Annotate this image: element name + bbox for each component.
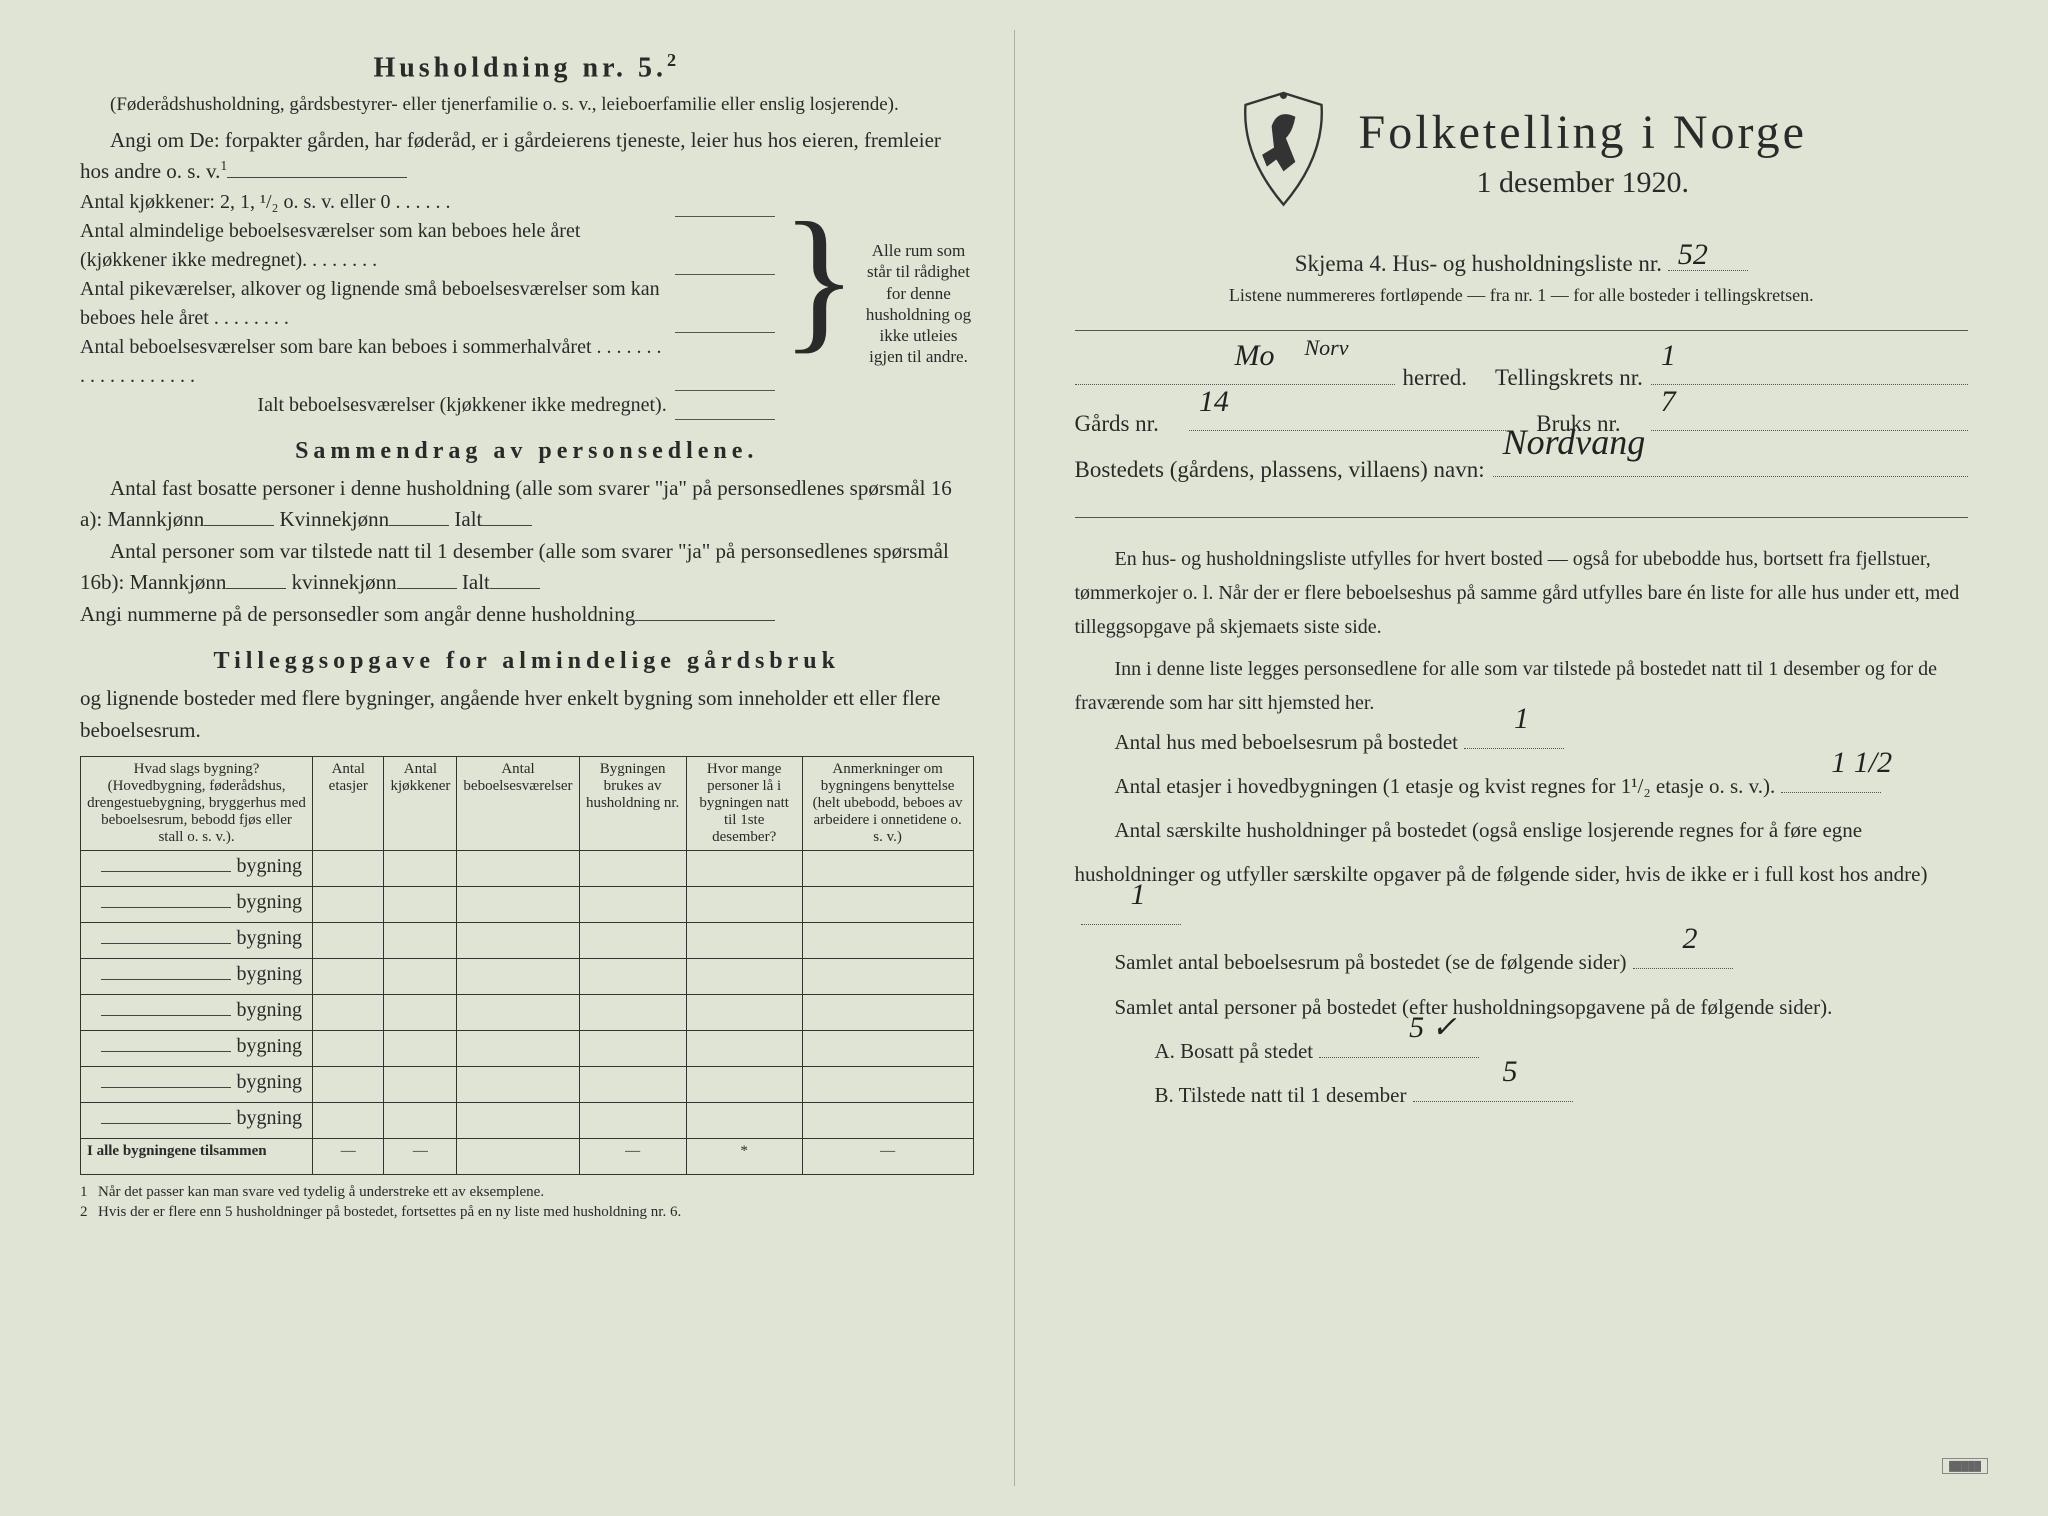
q5: Samlet antal personer på bostedet (efter… [1075,985,1969,1029]
ialt-line: Ialt beboelsesværelser (kjøkkener ikke m… [80,391,667,420]
listene-note: Listene nummereres fortløpende — fra nr.… [1075,285,1969,306]
q3: Antal særskilte husholdninger på bostede… [1075,808,1969,940]
th: Antal beboelsesværelser [457,757,579,851]
rooms-block: Antal kjøkkener: 2, 1, ¹/₂ o. s. v. elle… [80,188,974,420]
right-page: Folketelling i Norge 1 desember 1920. Sk… [1015,30,2009,1486]
skjema-line: Skjema 4. Hus- og husholdningsliste nr. … [1075,251,1969,277]
sammendrag-p2: Antal personer som var tilstede natt til… [80,536,974,599]
angi-nummerne: Angi nummerne på de personsedler som ang… [80,599,974,631]
th: Anmerkninger om bygningens benyttelse (h… [802,757,973,851]
brace-note: Alle rum som står til rådighet for denne… [864,188,974,420]
footnotes: 1Når det passer kan man svare ved tydeli… [80,1183,974,1222]
table-row: bygning [81,1067,974,1103]
tillegg-sub: og lignende bosteder med flere bygninger… [80,683,974,746]
q4: Samlet antal beboelsesrum på bostedet (s… [1075,940,1969,984]
th: Hvad slags bygning? (Hovedbygning, føder… [81,757,313,851]
th: Hvor mange personer lå i bygningen natt … [686,757,802,851]
qA: A. Bosatt på stedet5 ✓ [1075,1029,1969,1073]
table-row: bygning [81,1103,974,1139]
table-row: bygning [81,923,974,959]
buildings-table: Hvad slags bygning? (Hovedbygning, føder… [80,756,974,1175]
left-page: Husholdning nr. 5.2 (Føderådshusholdning… [40,30,1015,1486]
th: Antal kjøkkener [384,757,457,851]
qB: B. Tilstede natt til 1 desember5 [1075,1073,1969,1117]
bosted-line: Bostedets (gårdens, plassens, villaens) … [1075,447,1969,493]
table-row: bygning [81,851,974,887]
sammendrag-p1: Antal fast bosatte personer i denne hush… [80,473,974,536]
husholdning-subtext: (Føderådshusholdning, gårdsbestyrer- ell… [80,92,974,119]
skjema-nr: 52 [1678,238,1708,272]
table-row: bygning [81,1031,974,1067]
th: Bygningen brukes av husholdning nr. [579,757,686,851]
main-title: Folketelling i Norge [1359,105,1807,160]
kjokken-line: Antal kjøkkener: 2, 1, ¹/₂ o. s. v. elle… [80,188,667,217]
th: Antal etasjer [313,757,384,851]
room-line: Antal pikeværelser, alkover og lignende … [80,275,667,333]
room-line: Antal almindelige beboelsesværelser som … [80,217,667,275]
brace-icon: } [775,188,864,420]
table-row: bygning [81,959,974,995]
table-row: bygning [81,887,974,923]
table-row: bygning [81,995,974,1031]
divider [1075,517,1969,518]
tillegg-title: Tilleggsopgave for almindelige gårdsbruk [80,648,974,675]
angi-text: Angi om De: forpakter gården, har føderå… [80,125,974,188]
q2: Antal etasjer i hovedbygningen (1 etasje… [1075,764,1969,808]
corner-stamp: █████ [1942,1458,1988,1474]
subtitle: 1 desember 1920. [1359,166,1807,200]
room-line: Antal beboelsesværelser som bare kan beb… [80,333,667,391]
sammendrag-title: Sammendrag av personsedlene. [80,438,974,465]
info-para-1: En hus- og husholdningsliste utfylles fo… [1075,542,1969,644]
divider [1075,330,1969,331]
table-footer-row: I alle bygningene tilsammen———*— [81,1139,974,1175]
title-block: Folketelling i Norge 1 desember 1920. [1075,90,1969,215]
husholdning-title: Husholdning nr. 5.2 [80,50,974,84]
crest-icon [1236,90,1331,215]
